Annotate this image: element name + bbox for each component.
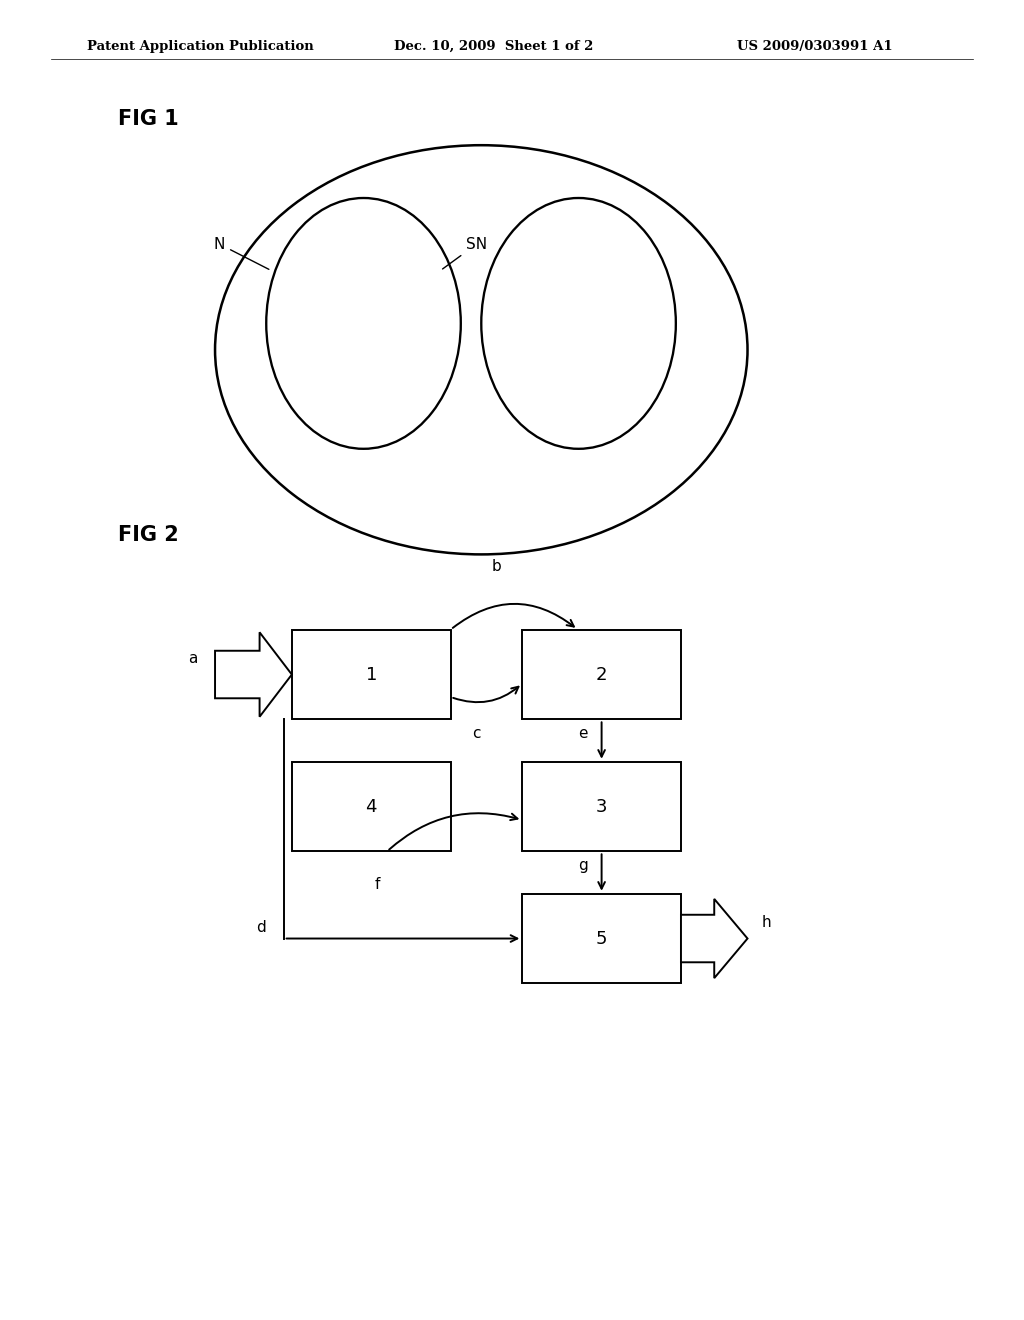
Text: 5: 5 xyxy=(596,929,607,948)
Text: 4: 4 xyxy=(366,797,377,816)
Text: Patent Application Publication: Patent Application Publication xyxy=(87,40,313,53)
Text: 2: 2 xyxy=(596,665,607,684)
Text: FIG 1: FIG 1 xyxy=(118,108,178,129)
Text: d: d xyxy=(256,920,266,936)
Bar xyxy=(522,762,681,851)
Polygon shape xyxy=(681,899,748,978)
Bar xyxy=(292,762,451,851)
Text: Dec. 10, 2009  Sheet 1 of 2: Dec. 10, 2009 Sheet 1 of 2 xyxy=(394,40,594,53)
Text: 1: 1 xyxy=(366,665,377,684)
Text: US 2009/0303991 A1: US 2009/0303991 A1 xyxy=(737,40,893,53)
Text: a: a xyxy=(187,651,198,667)
Text: c: c xyxy=(472,726,480,742)
Bar xyxy=(522,894,681,983)
Text: g: g xyxy=(579,858,588,874)
Text: f: f xyxy=(374,876,380,892)
Polygon shape xyxy=(215,632,292,717)
Text: e: e xyxy=(579,726,588,742)
Text: 3: 3 xyxy=(596,797,607,816)
Text: h: h xyxy=(761,915,771,931)
Text: SN: SN xyxy=(442,236,487,269)
Bar xyxy=(522,630,681,719)
Text: b: b xyxy=(492,558,502,574)
Text: N: N xyxy=(214,236,269,269)
Bar xyxy=(292,630,451,719)
Text: FIG 2: FIG 2 xyxy=(118,524,178,545)
